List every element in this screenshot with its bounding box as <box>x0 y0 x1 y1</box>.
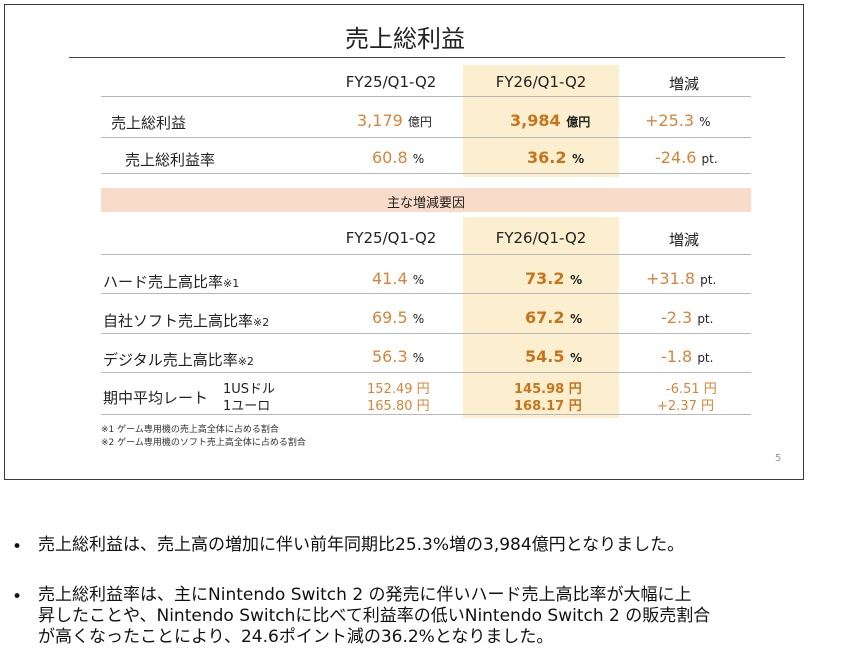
row-rule <box>101 137 751 138</box>
fx-usd-prev: 152.49 円 <box>367 382 430 397</box>
row-gross-profit-chg: +25.3 % <box>645 111 711 130</box>
row-digital-ratio-chg: -1.8 pt. <box>661 347 714 366</box>
fx-eur-chg: +2.37 円 <box>657 399 714 414</box>
row-rule <box>101 372 751 373</box>
row-rule <box>101 293 751 294</box>
bullet-line: が高くなったことにより、24.6ポイント減の36.2%となりました。 <box>38 627 554 647</box>
bullet-line: 売上総利益率は、主にNintendo Switch 2 の発売に伴いハード売上高… <box>38 585 692 605</box>
row-digital-ratio-prev: 56.3 % <box>372 347 425 366</box>
current-period-highlight-bottom <box>463 217 619 418</box>
header-fy25: FY25/Q1-Q2 <box>345 229 437 247</box>
fx-usd-cur: 145.98 円 <box>514 382 582 397</box>
bullet-marker: • <box>12 537 23 557</box>
row-hardware-ratio-chg: +31.8 pt. <box>646 269 717 288</box>
slide-panel: 売上総利益 FY25/Q1-Q2 FY26/Q1-Q2 増減 売上総利益 3,1… <box>4 4 804 480</box>
row-rule <box>101 333 751 334</box>
row-first-party-software-label: 自社ソフト売上高比率※2 <box>103 312 270 330</box>
row-gross-margin-prev: 60.8 % <box>372 148 425 167</box>
row-gross-profit-cur: 3,984 億円 <box>510 111 591 130</box>
row-digital-ratio-cur: 54.5 % <box>525 347 583 366</box>
footnote-1: ※1 ゲーム専用機の売上高全体に占める割合 <box>101 425 279 435</box>
bullet-text-1: 売上総利益は、売上高の増加に伴い前年同期比25.3%増の3,984億円となりまし… <box>38 535 848 556</box>
fx-eur-prev: 165.80 円 <box>367 399 430 414</box>
page-number: 5 <box>775 453 782 464</box>
fx-usd-chg: -6.51 円 <box>666 382 717 397</box>
fx-usd-label: 1USドル <box>223 382 276 397</box>
header-rule <box>101 254 751 255</box>
title-rule <box>69 57 785 58</box>
factors-title: 主な増減要因 <box>386 196 465 211</box>
row-hardware-ratio-label: ハード売上高比率※1 <box>103 273 240 291</box>
header-change: 増減 <box>668 231 699 249</box>
row-gross-margin-cur: 36.2 % <box>527 148 585 167</box>
row-first-party-software-chg: -2.3 pt. <box>661 308 714 327</box>
row-gross-profit-label: 売上総利益 <box>111 114 187 132</box>
current-period-highlight-top <box>463 65 619 177</box>
row-gross-profit-prev: 3,179 億円 <box>357 111 432 130</box>
header-change: 増減 <box>668 75 699 93</box>
row-first-party-software-cur: 67.2 % <box>525 308 583 327</box>
header-fy25: FY25/Q1-Q2 <box>345 73 437 91</box>
fx-eur-label: 1ユーロ <box>223 399 271 414</box>
row-hardware-ratio-prev: 41.4 % <box>372 269 425 288</box>
row-rule <box>101 414 751 415</box>
row-gross-margin-chg: -24.6 pt. <box>655 148 718 167</box>
row-first-party-software-prev: 69.5 % <box>372 308 425 327</box>
slide-title: 売上総利益 <box>345 25 465 53</box>
row-gross-margin-label: 売上総利益率 <box>125 151 216 169</box>
bullet-line: 売上総利益は、売上高の増加に伴い前年同期比25.3%増の3,984億円となりまし… <box>38 535 685 555</box>
header-fy26: FY26/Q1-Q2 <box>495 73 587 91</box>
bullet-line: 昇したことや、Nintendo Switchに比べて利益率の低いNintendo… <box>38 606 711 626</box>
header-fy26: FY26/Q1-Q2 <box>495 229 587 247</box>
fx-eur-cur: 168.17 円 <box>514 399 582 414</box>
header-rule <box>101 96 751 97</box>
factors-band <box>101 188 751 212</box>
row-digital-ratio-label: デジタル売上高比率※2 <box>103 351 254 369</box>
bullet-marker: • <box>12 587 23 607</box>
footnote-2: ※2 ゲーム専用機のソフト売上高全体に占める割合 <box>101 438 306 448</box>
bullet-text-2: 売上総利益率は、主にNintendo Switch 2 の発売に伴いハード売上高… <box>38 585 848 648</box>
fx-rate-label: 期中平均レート <box>103 389 209 407</box>
row-hardware-ratio-cur: 73.2 % <box>525 269 583 288</box>
row-rule <box>101 173 751 174</box>
